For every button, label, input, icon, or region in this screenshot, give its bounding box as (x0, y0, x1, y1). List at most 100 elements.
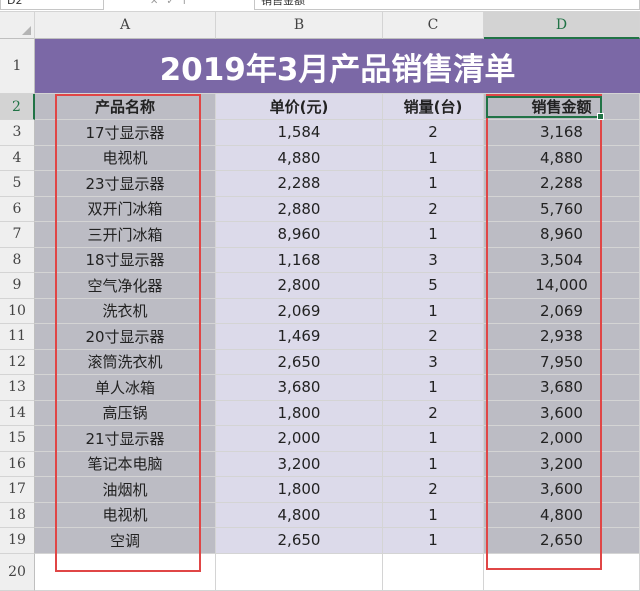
row-header-6[interactable]: 6 (0, 196, 35, 222)
cell-d20[interactable] (484, 553, 640, 591)
row-header-4[interactable]: 4 (0, 145, 35, 171)
cell-a4[interactable]: 电视机 (35, 145, 216, 171)
cell-c6[interactable]: 2 (383, 196, 484, 222)
cell-a7[interactable]: 三开门冰箱 (35, 222, 216, 248)
row-header-18[interactable]: 18 (0, 502, 35, 528)
cell-c10[interactable]: 1 (383, 298, 484, 324)
row-header-11[interactable]: 11 (0, 324, 35, 350)
fx-icon[interactable]: f (182, 0, 195, 7)
cell-a15[interactable]: 21寸显示器 (35, 426, 216, 452)
cell-b2[interactable]: 单价(元) (216, 94, 383, 120)
cell-d16[interactable]: 3,200 (484, 451, 640, 477)
cell-b16[interactable]: 3,200 (216, 451, 383, 477)
cell-d12[interactable]: 7,950 (484, 349, 640, 375)
cell-c17[interactable]: 2 (383, 477, 484, 503)
cell-a11[interactable]: 20寸显示器 (35, 324, 216, 350)
cell-b11[interactable]: 1,469 (216, 324, 383, 350)
cell-c9[interactable]: 5 (383, 273, 484, 299)
title-cell[interactable]: 2019年3月产品销售清单 (35, 39, 640, 94)
cell-c15[interactable]: 1 (383, 426, 484, 452)
cell-d13[interactable]: 3,680 (484, 375, 640, 401)
cell-d9[interactable]: 14,000 (484, 273, 640, 299)
column-header-b[interactable]: B (216, 12, 383, 39)
cell-b14[interactable]: 1,800 (216, 400, 383, 426)
row-header-8[interactable]: 8 (0, 247, 35, 273)
cell-c13[interactable]: 1 (383, 375, 484, 401)
cell-d10[interactable]: 2,069 (484, 298, 640, 324)
cell-a19[interactable]: 空调 (35, 528, 216, 554)
cell-c4[interactable]: 1 (383, 145, 484, 171)
row-header-10[interactable]: 10 (0, 298, 35, 324)
row-header-5[interactable]: 5 (0, 171, 35, 197)
cell-a10[interactable]: 洗衣机 (35, 298, 216, 324)
cell-c16[interactable]: 1 (383, 451, 484, 477)
cell-b5[interactable]: 2,288 (216, 171, 383, 197)
cell-d8[interactable]: 3,504 (484, 247, 640, 273)
cell-b18[interactable]: 4,800 (216, 502, 383, 528)
column-header-c[interactable]: C (383, 12, 484, 39)
cell-c3[interactable]: 2 (383, 120, 484, 146)
cell-b17[interactable]: 1,800 (216, 477, 383, 503)
cell-c20[interactable] (383, 553, 484, 591)
row-header-7[interactable]: 7 (0, 222, 35, 248)
cell-b9[interactable]: 2,800 (216, 273, 383, 299)
cell-d17[interactable]: 3,600 (484, 477, 640, 503)
cell-a3[interactable]: 17寸显示器 (35, 120, 216, 146)
row-header-3[interactable]: 3 (0, 120, 35, 146)
cell-a12[interactable]: 滚筒洗衣机 (35, 349, 216, 375)
cell-b12[interactable]: 2,650 (216, 349, 383, 375)
cell-b4[interactable]: 4,880 (216, 145, 383, 171)
cell-c19[interactable]: 1 (383, 528, 484, 554)
cell-a5[interactable]: 23寸显示器 (35, 171, 216, 197)
row-header-13[interactable]: 13 (0, 375, 35, 401)
row-header-1[interactable]: 1 (0, 39, 35, 94)
cell-c14[interactable]: 2 (383, 400, 484, 426)
cell-d14[interactable]: 3,600 (484, 400, 640, 426)
cell-c18[interactable]: 1 (383, 502, 484, 528)
cell-b6[interactable]: 2,880 (216, 196, 383, 222)
row-header-19[interactable]: 19 (0, 528, 35, 554)
cell-c5[interactable]: 1 (383, 171, 484, 197)
cell-d11[interactable]: 2,938 (484, 324, 640, 350)
cell-a8[interactable]: 18寸显示器 (35, 247, 216, 273)
cell-d19[interactable]: 2,650 (484, 528, 640, 554)
cell-b20[interactable] (216, 553, 383, 591)
cell-d7[interactable]: 8,960 (484, 222, 640, 248)
cell-b15[interactable]: 2,000 (216, 426, 383, 452)
cell-d3[interactable]: 3,168 (484, 120, 640, 146)
cell-d6[interactable]: 5,760 (484, 196, 640, 222)
row-header-17[interactable]: 17 (0, 477, 35, 503)
cell-a14[interactable]: 高压锅 (35, 400, 216, 426)
row-header-9[interactable]: 9 (0, 273, 35, 299)
cell-c7[interactable]: 1 (383, 222, 484, 248)
cell-d18[interactable]: 4,800 (484, 502, 640, 528)
cell-a13[interactable]: 单人冰箱 (35, 375, 216, 401)
cell-d2[interactable]: 销售金额 (484, 94, 640, 120)
cell-d4[interactable]: 4,880 (484, 145, 640, 171)
cell-c11[interactable]: 2 (383, 324, 484, 350)
cell-c8[interactable]: 3 (383, 247, 484, 273)
cell-a20[interactable] (35, 553, 216, 591)
cell-a16[interactable]: 笔记本电脑 (35, 451, 216, 477)
row-header-2[interactable]: 2 (0, 94, 35, 120)
select-all-corner[interactable] (0, 12, 35, 39)
cell-c12[interactable]: 3 (383, 349, 484, 375)
column-header-d[interactable]: D (484, 12, 640, 39)
cell-d5[interactable]: 2,288 (484, 171, 640, 197)
column-header-a[interactable]: A (35, 12, 216, 39)
cell-c2[interactable]: 销量(台) (383, 94, 484, 120)
cell-a6[interactable]: 双开门冰箱 (35, 196, 216, 222)
cell-a17[interactable]: 油烟机 (35, 477, 216, 503)
row-header-20[interactable]: 20 (0, 553, 35, 591)
cell-d15[interactable]: 2,000 (484, 426, 640, 452)
row-header-14[interactable]: 14 (0, 400, 35, 426)
row-header-12[interactable]: 12 (0, 349, 35, 375)
cell-b19[interactable]: 2,650 (216, 528, 383, 554)
formula-buttons[interactable]: ✕✓f (150, 0, 194, 7)
cell-b10[interactable]: 2,069 (216, 298, 383, 324)
cell-b8[interactable]: 1,168 (216, 247, 383, 273)
row-header-15[interactable]: 15 (0, 426, 35, 452)
cell-b13[interactable]: 3,680 (216, 375, 383, 401)
name-box[interactable]: D2 (0, 0, 104, 10)
cell-a9[interactable]: 空气净化器 (35, 273, 216, 299)
